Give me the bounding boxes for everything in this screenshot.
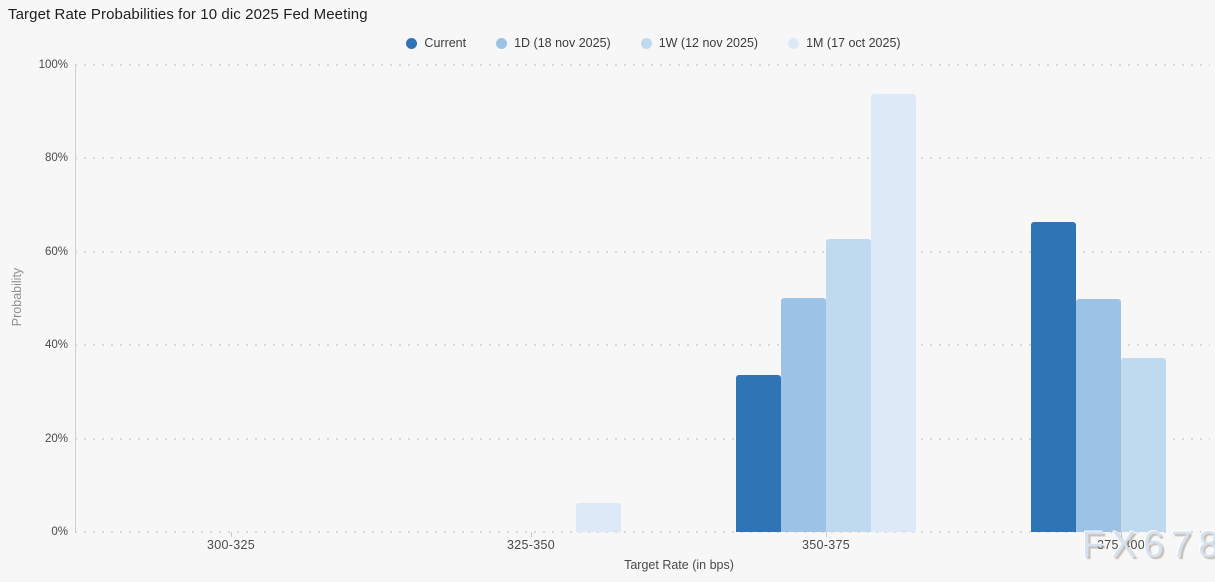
x-tick-label-350-375: 350-375 [802, 538, 850, 552]
legend-label: 1D (18 nov 2025) [514, 36, 611, 50]
legend-item-current[interactable]: Current [406, 36, 466, 50]
y-tick-label-20: 20% [44, 432, 68, 445]
gridline-0 [75, 531, 1210, 533]
chart-title: Target Rate Probabilities for 10 dic 202… [8, 6, 368, 23]
bar-350-375-1d [781, 297, 826, 532]
gridline-20 [75, 437, 1210, 440]
legend-item-1m[interactable]: 1M (17 oct 2025) [788, 36, 901, 50]
legend-dot-icon [640, 37, 652, 49]
bar-375-400-1d [1076, 299, 1121, 532]
bar-325-350-1m [576, 502, 621, 532]
gridline-40 [75, 344, 1210, 347]
bar-350-375-current [736, 375, 781, 532]
legend-label: Current [424, 36, 467, 50]
x-tick-mark-375-400 [1121, 532, 1122, 537]
legend-dot-icon [788, 37, 800, 49]
y-tick-label-60: 60% [44, 245, 68, 258]
bar-group-375-400 [1031, 65, 1211, 532]
bar-group-325-350 [441, 65, 621, 532]
x-tick-mark-325-350 [531, 532, 532, 537]
x-tick-label-300-325: 300-325 [207, 538, 255, 552]
bar-350-375-1m [871, 94, 916, 532]
y-tick-label-100: 100% [38, 59, 68, 71]
y-tick-label-40: 40% [44, 339, 68, 352]
gridline-80 [75, 157, 1210, 160]
bar-group-300-325 [141, 65, 321, 532]
x-axis-title: Target Rate (in bps) [624, 558, 734, 572]
x-tick-label-375-400: 375-400 [1097, 538, 1145, 552]
bar-group-350-375 [736, 65, 916, 532]
gridline-60 [75, 250, 1210, 253]
legend-item-1d[interactable]: 1D (18 nov 2025) [496, 36, 611, 50]
legend: Current 1D (18 nov 2025) 1W (12 nov 2025) 1… [46, 36, 1215, 50]
legend-item-1w[interactable]: 1W (12 nov 2025) [640, 36, 759, 50]
legend-dot-icon [406, 37, 418, 49]
legend-label: 1M (17 oct 2025) [806, 36, 901, 50]
legend-dot-icon [496, 37, 508, 49]
gridline-100 [75, 64, 1210, 66]
x-tick-label-325-350: 325-350 [507, 538, 555, 552]
y-axis-title: Probability [10, 267, 24, 327]
y-tick-label-0: 0% [51, 526, 68, 538]
bar-375-400-current [1031, 221, 1076, 532]
y-tick-label-80: 80% [44, 152, 68, 165]
x-tick-mark-350-375 [826, 532, 827, 537]
plot-area [75, 64, 1211, 533]
bar-350-375-1w [826, 238, 871, 532]
legend-label: 1W (12 nov 2025) [658, 36, 759, 50]
y-axis-line [75, 65, 76, 533]
bar-375-400-1w [1121, 358, 1166, 532]
x-tick-mark-300-325 [231, 532, 232, 537]
